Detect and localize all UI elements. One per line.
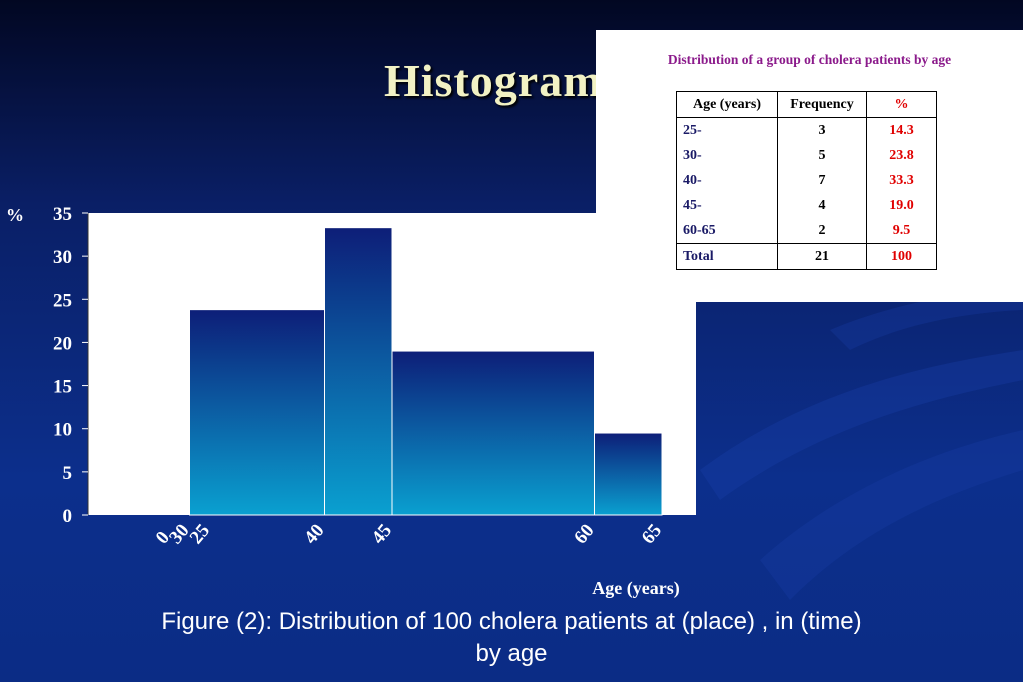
x-tick-label: 60 xyxy=(570,520,598,548)
cell-age: 40- xyxy=(676,168,778,193)
cell-total-percent: 100 xyxy=(866,243,937,270)
histogram-bar xyxy=(324,227,393,516)
cell-percent: 14.3 xyxy=(866,117,937,143)
cell-percent: 33.3 xyxy=(866,168,937,193)
cell-percent: 19.0 xyxy=(866,193,937,218)
cell-frequency: 7 xyxy=(777,168,867,193)
table-total-row: Total 21 100 xyxy=(676,243,937,270)
cell-percent: 23.8 xyxy=(866,143,937,168)
table-header-row: Age (years) Frequency % xyxy=(676,91,937,118)
slide-title: Histogram xyxy=(384,55,603,106)
cell-frequency: 3 xyxy=(777,117,867,143)
header-percent: % xyxy=(866,91,937,118)
cell-age: 25- xyxy=(676,117,778,143)
y-tick-label: 30 xyxy=(53,247,72,268)
x-tick-label: 40 xyxy=(300,520,328,548)
caption-line-1: Figure (2): Distribution of 100 cholera … xyxy=(161,608,862,635)
table-row: 40- 7 33.3 xyxy=(676,168,937,193)
x-tick-label: 45 xyxy=(368,520,396,548)
header-frequency: Frequency xyxy=(777,91,867,118)
table-row: 60-65 2 9.5 xyxy=(676,218,937,244)
header-age: Age (years) xyxy=(676,91,778,118)
y-tick-label: 10 xyxy=(53,420,72,441)
cell-age: 60-65 xyxy=(676,218,778,244)
histogram-bar xyxy=(594,432,663,516)
y-tick-label: 20 xyxy=(53,333,72,354)
table-row: 30- 5 23.8 xyxy=(676,143,937,168)
x-axis-label: Age (years) xyxy=(592,578,679,599)
cell-frequency: 2 xyxy=(777,218,867,244)
table-row: 25- 3 14.3 xyxy=(676,117,937,143)
y-tick-label: 15 xyxy=(53,377,72,398)
caption-line-2: by age xyxy=(475,640,548,667)
frequency-table-card: Distribution of a group of cholera patie… xyxy=(596,30,1023,302)
y-tick-label: 35 xyxy=(53,204,72,225)
cell-frequency: 4 xyxy=(777,193,867,218)
cell-total-label: Total xyxy=(676,243,778,270)
table-row: 45- 4 19.0 xyxy=(676,193,937,218)
cell-age: 45- xyxy=(676,193,778,218)
figure-caption: Figure (2): Distribution of 100 cholera … xyxy=(0,606,1023,670)
y-tick-label: 0 xyxy=(63,506,73,527)
cell-percent: 9.5 xyxy=(866,218,937,244)
cell-frequency: 5 xyxy=(777,143,867,168)
cell-age: 30- xyxy=(676,143,778,168)
table-caption: Distribution of a group of cholera patie… xyxy=(667,52,952,67)
y-axis-label: % xyxy=(6,205,24,225)
histogram-bar xyxy=(391,350,595,516)
histogram-bar xyxy=(189,309,325,516)
y-tick-label: 5 xyxy=(63,463,73,484)
frequency-table: Age (years) Frequency % 25- 3 14.3 30- 5… xyxy=(676,91,937,270)
x-tick-label: 65 xyxy=(638,520,666,548)
cell-total-frequency: 21 xyxy=(777,243,867,270)
y-tick-label: 25 xyxy=(53,290,72,311)
